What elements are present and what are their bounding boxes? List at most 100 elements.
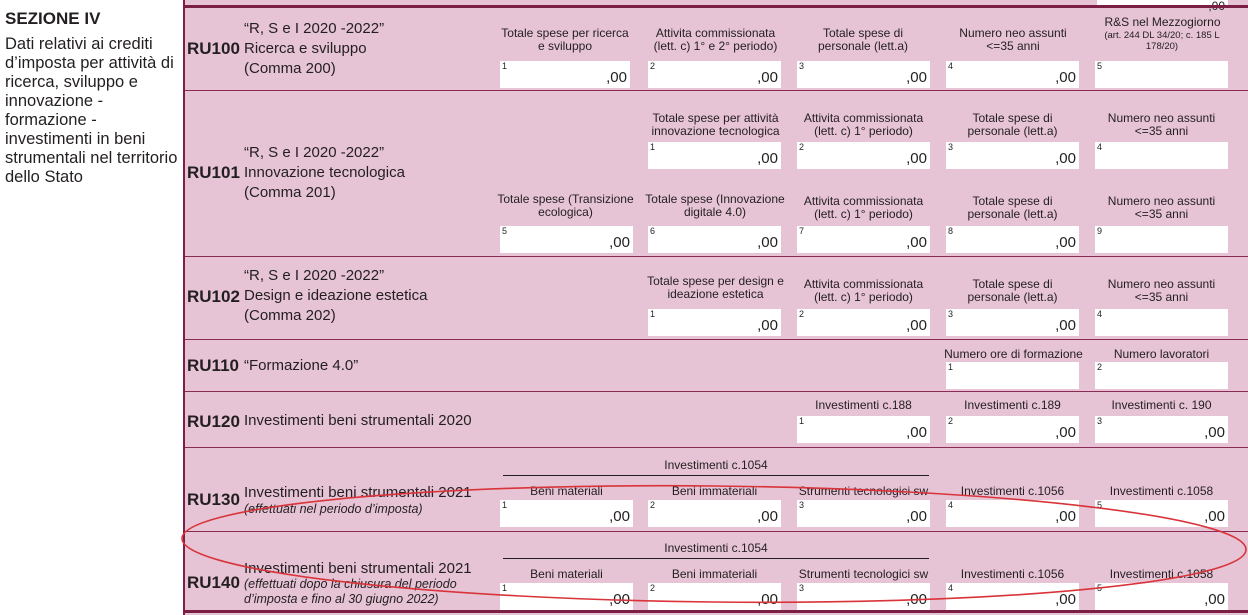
input-field[interactable]: 1,00 bbox=[500, 61, 630, 88]
field-value: ,00 bbox=[906, 150, 927, 167]
col-header: Totale spese di personale (lett.a) bbox=[967, 111, 1058, 138]
group-header: Investimenti c.1054 bbox=[664, 541, 768, 555]
col-header: Investimenti c.188 bbox=[815, 398, 912, 412]
input-field[interactable]: 3,00 bbox=[1095, 416, 1228, 443]
input-field[interactable]: 1,00 bbox=[797, 416, 930, 443]
row-desc-ru140: Investimenti beni strumentali 2021 bbox=[244, 560, 472, 577]
field-value: ,00 bbox=[757, 317, 778, 334]
col-header: Totale spese per ricerca e sviluppo bbox=[501, 26, 629, 53]
field-value: ,00 bbox=[906, 508, 927, 525]
field-number: 3 bbox=[948, 142, 954, 152]
field-number: 2 bbox=[650, 61, 656, 71]
field-number: 3 bbox=[948, 309, 954, 319]
input-field[interactable]: 6,00 bbox=[648, 226, 781, 253]
row-code-ru110: RU110 bbox=[187, 356, 239, 375]
row-separator bbox=[185, 610, 1248, 613]
field-number: 1 bbox=[502, 500, 508, 510]
input-field[interactable]: 4,00 bbox=[946, 583, 1079, 610]
row-code-ru102: RU102 bbox=[187, 287, 240, 306]
input-field[interactable]: 1,00 bbox=[648, 309, 781, 336]
col-header: Numero neo assunti <=35 anni bbox=[1107, 277, 1216, 304]
row-desc-ru120: Investimenti beni strumentali 2020 bbox=[244, 412, 472, 429]
input-field[interactable]: 4 bbox=[1095, 142, 1228, 169]
col-header: Beni immateriali bbox=[671, 567, 758, 581]
row-desc-ru102-line2: Design e ideazione estetica bbox=[244, 287, 428, 304]
col-header: Attivita commissionata (lett. c) 1° peri… bbox=[803, 111, 924, 138]
input-field[interactable]: 2,00 bbox=[648, 500, 781, 527]
section-title: SEZIONE IV bbox=[5, 9, 101, 28]
input-field[interactable]: 2 bbox=[1095, 362, 1228, 389]
field-value: ,00 bbox=[609, 508, 630, 525]
col-header: Numero neo assunti <=35 anni bbox=[959, 26, 1067, 53]
row-note-ru140-line2: d’imposta e fino al 30 giugno 2022) bbox=[244, 592, 439, 606]
field-number: 3 bbox=[799, 500, 805, 510]
input-field[interactable]: 7,00 bbox=[797, 226, 930, 253]
input-field[interactable]: 1,00 bbox=[648, 142, 781, 169]
input-field[interactable]: 2,00 bbox=[648, 61, 781, 88]
field-number: 2 bbox=[948, 416, 954, 426]
input-field[interactable]: 2,00 bbox=[797, 309, 930, 336]
field-value: ,00 bbox=[1204, 508, 1225, 525]
input-field[interactable]: 2,00 bbox=[648, 583, 781, 610]
row-code-ru130: RU130 bbox=[187, 490, 240, 509]
col-header: Attivita commissionata (lett. c) 1° peri… bbox=[803, 277, 924, 304]
col-header: Totale spese di personale (lett.a) bbox=[817, 26, 909, 53]
row-desc-ru130: Investimenti beni strumentali 2021 bbox=[244, 484, 472, 501]
row-desc-ru101-line3: (Comma 201) bbox=[244, 184, 336, 201]
input-field[interactable]: 4 bbox=[1095, 309, 1228, 336]
input-field[interactable]: 4,00 bbox=[946, 500, 1079, 527]
input-field[interactable]: 1,00 bbox=[500, 500, 633, 527]
col-header: Beni materiali bbox=[530, 567, 603, 581]
field-value: ,00 bbox=[1055, 234, 1076, 251]
col-header: Numero neo assunti <=35 anni bbox=[1107, 111, 1216, 138]
col-header: Totale spese per design e ideazione este… bbox=[647, 274, 784, 301]
field-number: 5 bbox=[1097, 500, 1103, 510]
input-field[interactable]: 3,00 bbox=[797, 500, 930, 527]
field-number: 6 bbox=[650, 226, 656, 236]
col-header-note: (art. 244 DL 34/20; c. 185 L 178/20) bbox=[1104, 30, 1220, 52]
field-number: 2 bbox=[799, 309, 805, 319]
field-number: 4 bbox=[1097, 142, 1103, 152]
col-header: Totale spese di personale (lett.a) bbox=[967, 194, 1058, 221]
field-value: ,00 bbox=[1055, 424, 1076, 441]
input-field[interactable]: 3,00 bbox=[946, 142, 1079, 169]
field-value: ,00 bbox=[906, 424, 927, 441]
field-number: 4 bbox=[1097, 309, 1103, 319]
input-field[interactable]: 3,00 bbox=[797, 61, 930, 88]
field-number: 1 bbox=[650, 309, 656, 319]
input-field[interactable]: 5,00 bbox=[500, 226, 633, 253]
section-description: Dati relativi ai crediti d’imposta per a… bbox=[5, 35, 178, 186]
row-desc-ru110: “Formazione 4.0” bbox=[244, 357, 359, 374]
row-separator bbox=[185, 5, 1248, 8]
field-value: ,00 bbox=[1055, 69, 1076, 86]
input-field[interactable]: 3,00 bbox=[946, 309, 1079, 336]
row-separator bbox=[185, 90, 1248, 91]
field-value: ,00 bbox=[757, 591, 778, 608]
field-number: 2 bbox=[1097, 362, 1103, 372]
row-separator bbox=[185, 256, 1248, 257]
input-field[interactable]: 9 bbox=[1095, 226, 1228, 253]
field-value: ,00 bbox=[757, 150, 778, 167]
field-number: 1 bbox=[502, 583, 508, 593]
col-header: Investimenti c.1056 bbox=[960, 484, 1065, 498]
input-field[interactable]: 5 bbox=[1095, 61, 1228, 88]
input-field[interactable]: 2,00 bbox=[797, 142, 930, 169]
row-separator bbox=[185, 447, 1248, 448]
field-number: 4 bbox=[948, 61, 954, 71]
col-header: Investimenti c.1056 bbox=[960, 567, 1065, 581]
field-value: ,00 bbox=[757, 69, 778, 86]
field-number: 3 bbox=[1097, 416, 1103, 426]
col-header: Attivita commissionata (lett. c) 1° e 2°… bbox=[653, 26, 778, 53]
input-field[interactable]: 4,00 bbox=[946, 61, 1079, 88]
field-number: 1 bbox=[650, 142, 656, 152]
row-code-ru101: RU101 bbox=[187, 163, 240, 182]
input-field[interactable]: 2,00 bbox=[946, 416, 1079, 443]
col-header: Attivita commissionata (lett. c) 1° peri… bbox=[803, 194, 924, 221]
input-field[interactable]: 5,00 bbox=[1095, 500, 1228, 527]
group-underline bbox=[503, 558, 929, 559]
field-number: 7 bbox=[799, 226, 805, 236]
field-value: ,00 bbox=[757, 508, 778, 525]
input-field[interactable]: 1 bbox=[946, 362, 1079, 389]
input-field[interactable]: 8,00 bbox=[946, 226, 1079, 253]
field-number: 1 bbox=[502, 61, 508, 71]
